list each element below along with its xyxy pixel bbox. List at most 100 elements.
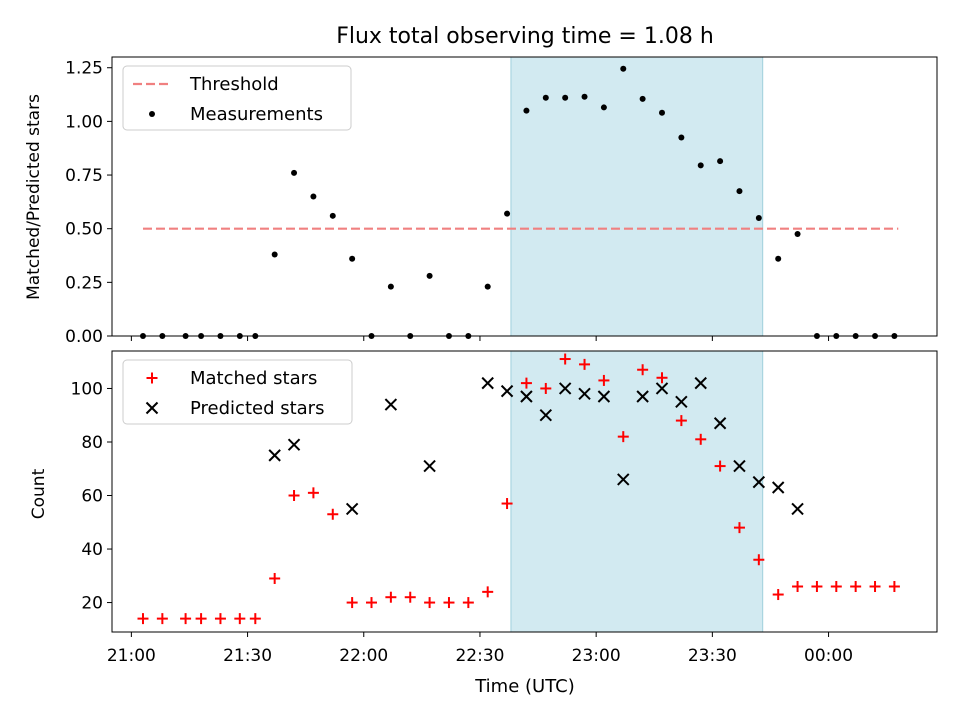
predicted-star-point <box>675 395 688 409</box>
matched-star-point <box>462 597 474 609</box>
measurement-point <box>523 107 530 114</box>
x-tick-label: 00:00 <box>804 646 853 666</box>
measurement-point <box>775 255 782 262</box>
measurement-point <box>484 283 491 290</box>
chart-title: Flux total observing time = 1.08 h <box>336 24 714 49</box>
x-tick-label: 21:30 <box>223 646 272 666</box>
predicted-star-point <box>345 502 359 516</box>
predicted-star-point <box>268 449 281 462</box>
y-tick-label: 1.00 <box>65 112 103 132</box>
legend-swatch-predicted <box>145 401 159 415</box>
matched-star-point <box>540 382 552 394</box>
predicted-star-point <box>791 502 804 516</box>
matched-star-point <box>792 581 804 593</box>
y-tick-label: 80 <box>81 433 103 453</box>
predicted-star-point <box>423 459 436 473</box>
matched-star-point <box>249 613 261 625</box>
measurement-point <box>291 169 298 176</box>
measurement-point <box>310 193 317 200</box>
y-tick-label: 20 <box>81 594 103 614</box>
x-tick-label: 23:30 <box>688 646 737 666</box>
matched-star-point <box>656 372 668 384</box>
y-tick-label: 0.25 <box>65 273 103 293</box>
observing-window <box>510 56 764 337</box>
legend-swatch-matched <box>146 372 158 384</box>
top-y-axis-label: Matched/Predicted stars <box>24 94 44 300</box>
y-tick-label: 40 <box>81 540 103 560</box>
x-tick-label: 21:00 <box>107 646 156 666</box>
bottom-panel: 20 40 60 80 100 21:00 21:30 22:00 22:30 23:00 23:3… <box>29 350 938 666</box>
predicted-star-point <box>597 390 611 403</box>
measurement-point <box>678 134 685 141</box>
predicted-star-point <box>771 481 785 494</box>
measurement-point <box>755 214 762 221</box>
matched-star-point <box>385 591 397 603</box>
y-tick-label: 100 <box>71 379 103 399</box>
matched-star-point <box>501 498 513 510</box>
predicted-star-point <box>733 459 746 473</box>
measurement-point <box>581 93 588 100</box>
top-legend: Threshold Measurements <box>122 65 352 131</box>
measurement-point <box>504 210 511 217</box>
measurement-point <box>349 255 356 262</box>
measurement-point <box>717 158 724 165</box>
predicted-star-point <box>617 473 630 486</box>
predicted-star-point <box>520 390 533 403</box>
matched-star-point <box>366 597 378 609</box>
matched-star-point <box>404 591 416 603</box>
legend-label: Measurements <box>190 104 323 125</box>
bottom-y-axis-label: Count <box>29 468 49 519</box>
predicted-star-point <box>558 382 572 395</box>
measurement-point <box>794 231 801 238</box>
matched-star-point <box>869 581 881 593</box>
matched-star-point <box>637 364 649 376</box>
matched-star-point <box>327 508 339 520</box>
y-tick-label: 1.25 <box>65 59 103 79</box>
top-panel: 0.00 0.25 0.50 0.75 1.00 1.25 Matched/Predict… <box>24 56 938 347</box>
bottom-panel-frame <box>111 350 938 633</box>
x-tick-label: 23:00 <box>572 646 621 666</box>
matched-star-point <box>482 586 494 598</box>
matched-star-point <box>520 377 532 389</box>
legend-swatch-measurement <box>149 111 155 117</box>
observing-window <box>510 350 764 633</box>
matched-star-point <box>269 572 281 584</box>
legend-label: Matched stars <box>190 368 317 389</box>
matched-star-point <box>443 597 455 609</box>
legend-box <box>122 359 353 425</box>
measurement-point <box>329 212 336 219</box>
measurement-point <box>697 162 704 169</box>
predicted-star-point <box>694 376 707 390</box>
predicted-star-point <box>384 398 398 411</box>
x-axis-label: Time (UTC) <box>474 676 575 697</box>
predicted-star-point <box>500 384 514 398</box>
y-tick-label: 60 <box>81 487 103 507</box>
matched-star-point <box>830 581 842 593</box>
matched-star-point <box>888 581 900 593</box>
y-tick-label: 0.50 <box>65 220 103 240</box>
y-tick-label: 0.75 <box>65 166 103 186</box>
matched-star-point <box>733 522 745 534</box>
predicted-star-point <box>481 376 494 390</box>
matched-star-point <box>753 554 765 566</box>
matched-star-point <box>617 431 629 443</box>
measurement-point <box>426 272 433 279</box>
measurement-point <box>736 188 743 195</box>
matched-star-point <box>424 597 436 609</box>
matched-star-point <box>195 613 207 625</box>
matched-star-point <box>180 613 192 625</box>
measurement-point <box>639 95 646 102</box>
matched-star-point <box>346 597 358 609</box>
top-panel-frame <box>111 56 938 337</box>
predicted-star-point <box>636 390 649 403</box>
predicted-star-point <box>752 475 766 489</box>
legend-box <box>122 65 352 131</box>
matched-star-point <box>850 581 862 593</box>
measurement-point <box>271 251 278 258</box>
measurement-point <box>620 65 627 72</box>
legend-label: Predicted stars <box>190 398 324 419</box>
x-tick-label: 22:00 <box>339 646 388 666</box>
bottom-legend: Matched stars Predicted stars <box>122 359 353 425</box>
matched-star-point <box>156 613 168 625</box>
